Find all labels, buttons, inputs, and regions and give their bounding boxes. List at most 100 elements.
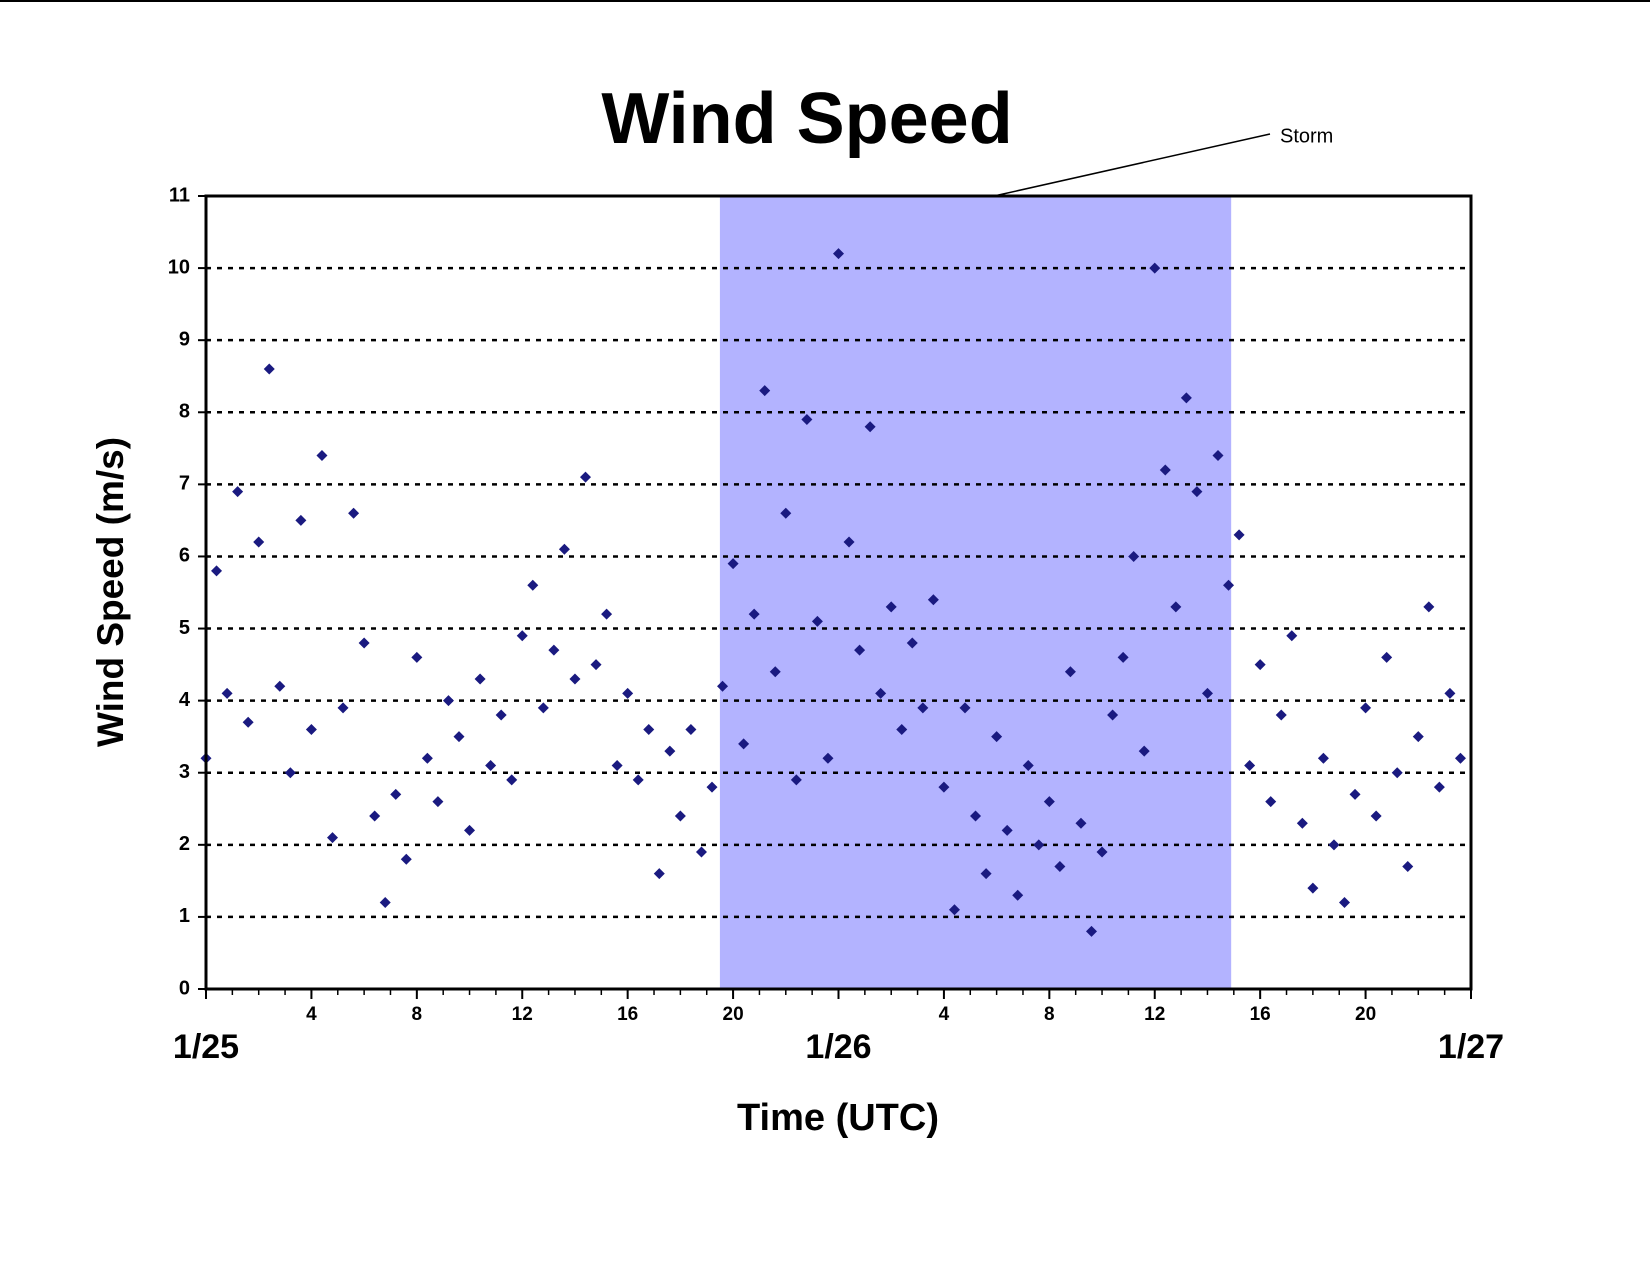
data-point [991, 731, 1003, 743]
data-point [400, 853, 412, 865]
data-point [959, 702, 971, 714]
data-point [1107, 709, 1119, 721]
data-point [1381, 651, 1393, 663]
data-point [474, 673, 486, 685]
annotation: Storm [1280, 125, 1333, 147]
data-point [1412, 731, 1424, 743]
data-point [1033, 839, 1045, 851]
data-point [548, 644, 560, 656]
data-point [442, 695, 454, 707]
data-point [232, 486, 244, 498]
data-point [1022, 760, 1034, 772]
data-point [1191, 486, 1203, 498]
data-point [980, 868, 992, 880]
data-point [527, 579, 539, 591]
data-point [706, 781, 718, 793]
data-point [1149, 262, 1161, 274]
data-point [653, 868, 665, 880]
data-point [305, 723, 317, 735]
data-point [411, 651, 423, 663]
data-point [295, 514, 307, 526]
x-tick-label: 4 [939, 1004, 950, 1025]
data-point [1138, 745, 1150, 757]
x-tick-label: 16 [1250, 1004, 1271, 1025]
data-point [1370, 810, 1382, 822]
data-point [717, 680, 729, 692]
data-point [622, 687, 634, 699]
y-tick-label: 2 [179, 833, 190, 855]
y-tick-label: 1 [179, 905, 190, 927]
data-point [369, 810, 381, 822]
data-point [464, 824, 476, 836]
data-point [738, 738, 750, 750]
data-point [1402, 860, 1414, 872]
y-tick-label: 7 [179, 473, 190, 495]
data-point [854, 644, 866, 656]
data-point [1317, 752, 1329, 764]
data-point [970, 810, 982, 822]
data-point [1254, 659, 1266, 671]
data-point [253, 536, 265, 548]
data-point [1117, 651, 1129, 663]
data-point [611, 760, 623, 772]
data-point [1286, 630, 1298, 642]
data-point [685, 723, 697, 735]
data-point [896, 723, 908, 735]
x-axis-label: Time (UTC) [737, 1097, 939, 1139]
x-tick-label: 20 [1355, 1004, 1376, 1025]
data-point [917, 702, 929, 714]
data-point [1159, 464, 1171, 476]
data-point [1275, 709, 1287, 721]
data-point [569, 673, 581, 685]
y-tick-label: 8 [179, 401, 190, 423]
annotation-leader [993, 133, 1271, 197]
data-point [601, 608, 613, 620]
y-tick-label: 11 [169, 184, 190, 206]
x-tick-label: 4 [306, 1004, 317, 1025]
data-point [769, 666, 781, 678]
data-point [938, 781, 950, 793]
data-point [875, 687, 887, 699]
data-point [1128, 550, 1140, 562]
data-point [948, 904, 960, 916]
x-tick-label: 12 [1144, 1004, 1165, 1025]
data-point [1223, 579, 1235, 591]
data-point [1433, 781, 1445, 793]
data-point [1360, 702, 1372, 714]
data-point [558, 543, 570, 555]
data-point [1180, 392, 1192, 404]
data-point [1012, 889, 1024, 901]
data-point [822, 752, 834, 764]
data-point [864, 421, 876, 433]
data-point [1423, 601, 1435, 613]
data-point [664, 745, 676, 757]
data-point [643, 723, 655, 735]
data-point [843, 536, 855, 548]
data-point [1075, 817, 1087, 829]
data-point [506, 774, 518, 786]
x-day-label: 1/25 [173, 1028, 239, 1066]
data-point [337, 702, 349, 714]
data-point [1296, 817, 1308, 829]
data-point [801, 413, 813, 425]
data-point [221, 687, 233, 699]
data-point [485, 760, 497, 772]
x-tick-label: 8 [1044, 1004, 1055, 1025]
data-point [1391, 767, 1403, 779]
data-point [1043, 796, 1055, 808]
data-point [1454, 752, 1466, 764]
data-point [1233, 529, 1245, 541]
data-point [1339, 896, 1350, 908]
y-tick-label: 9 [179, 328, 190, 350]
data-point [1328, 839, 1340, 851]
data-point [379, 896, 391, 908]
data-point [242, 716, 254, 728]
data-point [1086, 925, 1097, 937]
storm-region [719, 196, 1232, 989]
y-axis-label: Wind Speed (m/s) [90, 437, 131, 747]
data-point [1201, 687, 1213, 699]
data-point [516, 630, 528, 642]
data-point [811, 615, 823, 627]
data-point [316, 450, 328, 462]
